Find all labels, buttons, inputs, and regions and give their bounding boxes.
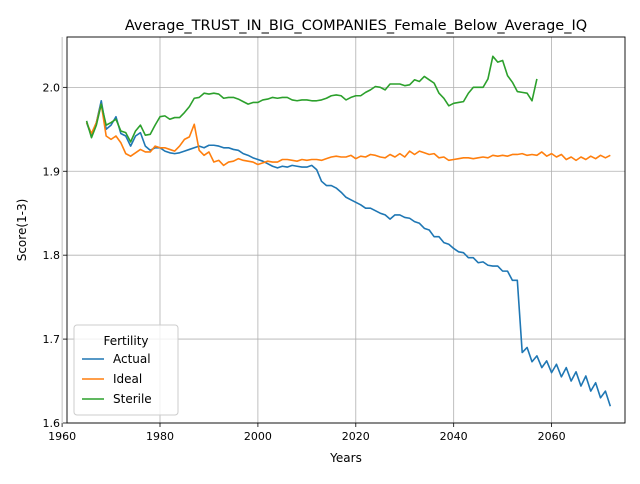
- legend: Fertility Actual Ideal Sterile: [74, 325, 178, 415]
- legend-label-sterile: Sterile: [113, 392, 152, 406]
- y-axis-label: Score(1-3): [15, 199, 29, 262]
- legend-label-actual: Actual: [113, 352, 151, 366]
- y-tick-label: 2.0: [43, 81, 61, 94]
- y-tick-label: 1.6: [43, 417, 61, 430]
- y-tick-label: 1.9: [43, 165, 61, 178]
- y-tick-label: 1.8: [43, 249, 61, 262]
- x-tick-label: 2040: [440, 430, 468, 443]
- chart-title: Average_TRUST_IN_BIG_COMPANIES_Female_Be…: [125, 18, 587, 34]
- legend-label-ideal: Ideal: [113, 372, 142, 386]
- legend-title: Fertility: [103, 334, 148, 348]
- y-tick-label: 1.7: [43, 333, 61, 346]
- x-tick-label: 1980: [146, 430, 174, 443]
- x-tick-label: 2000: [244, 430, 272, 443]
- x-tick-label: 2060: [538, 430, 566, 443]
- x-tick-label: 1960: [48, 430, 76, 443]
- x-tick-label: 2020: [342, 430, 370, 443]
- x-axis-label: Years: [329, 451, 362, 465]
